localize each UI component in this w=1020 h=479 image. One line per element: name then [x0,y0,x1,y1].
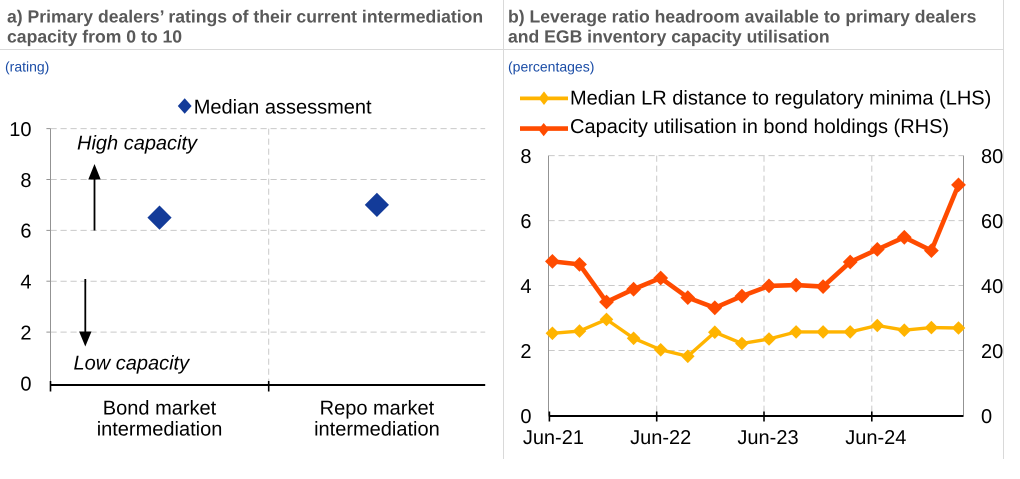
svg-text:0: 0 [520,406,531,428]
svg-text:60: 60 [981,211,1003,233]
svg-text:intermediation: intermediation [314,419,440,441]
svg-text:Jun-24: Jun-24 [845,427,906,449]
svg-text:Median LR distance to regulato: Median LR distance to regulatory minima … [570,87,991,109]
svg-text:0: 0 [981,406,992,428]
svg-text:and EGB inventory capacity uti: and EGB inventory capacity utilisation [508,27,830,47]
svg-text:Jun-22: Jun-22 [630,427,691,449]
svg-text:Jun-23: Jun-23 [737,427,798,449]
svg-text:b) Leverage ratio headroom ava: b) Leverage ratio headroom available to … [508,7,977,27]
svg-text:Low capacity: Low capacity [74,352,191,374]
svg-text:8: 8 [20,170,31,192]
svg-text:Jun-21: Jun-21 [523,427,584,449]
svg-text:0: 0 [20,373,31,395]
svg-text:Bond market: Bond market [103,398,217,420]
svg-text:(percentages): (percentages) [508,59,594,75]
svg-text:Median assessment: Median assessment [194,97,372,119]
svg-text:2: 2 [520,341,531,363]
svg-text:High capacity: High capacity [77,132,198,154]
svg-text:(rating): (rating) [5,59,49,75]
svg-text:10: 10 [9,119,31,141]
svg-text:6: 6 [520,211,531,233]
svg-text:20: 20 [981,341,1003,363]
svg-text:intermediation: intermediation [97,419,223,441]
svg-text:4: 4 [20,272,31,294]
svg-text:Capacity utilisation in bond h: Capacity utilisation in bond holdings (R… [570,116,949,138]
svg-text:40: 40 [981,276,1003,298]
svg-text:4: 4 [520,276,531,298]
svg-text:a) Primary dealers’ ratings of: a) Primary dealers’ ratings of their cur… [7,7,483,27]
svg-text:80: 80 [981,146,1003,168]
svg-text:6: 6 [20,221,31,243]
svg-text:Repo market: Repo market [320,398,435,420]
svg-text:capacity from 0 to 10: capacity from 0 to 10 [7,27,182,47]
svg-text:8: 8 [520,146,531,168]
svg-text:2: 2 [20,322,31,344]
